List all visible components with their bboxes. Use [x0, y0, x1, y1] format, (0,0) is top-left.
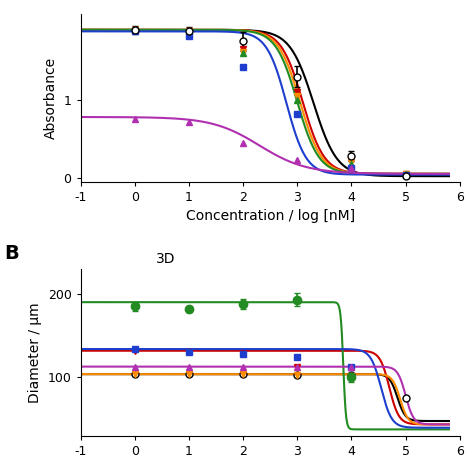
Text: 3D: 3D	[156, 252, 176, 266]
Text: B: B	[5, 244, 19, 263]
X-axis label: Concentration / log [nM]: Concentration / log [nM]	[186, 209, 355, 223]
Y-axis label: Diameter / μm: Diameter / μm	[28, 302, 42, 403]
Y-axis label: Absorbance: Absorbance	[44, 57, 58, 139]
